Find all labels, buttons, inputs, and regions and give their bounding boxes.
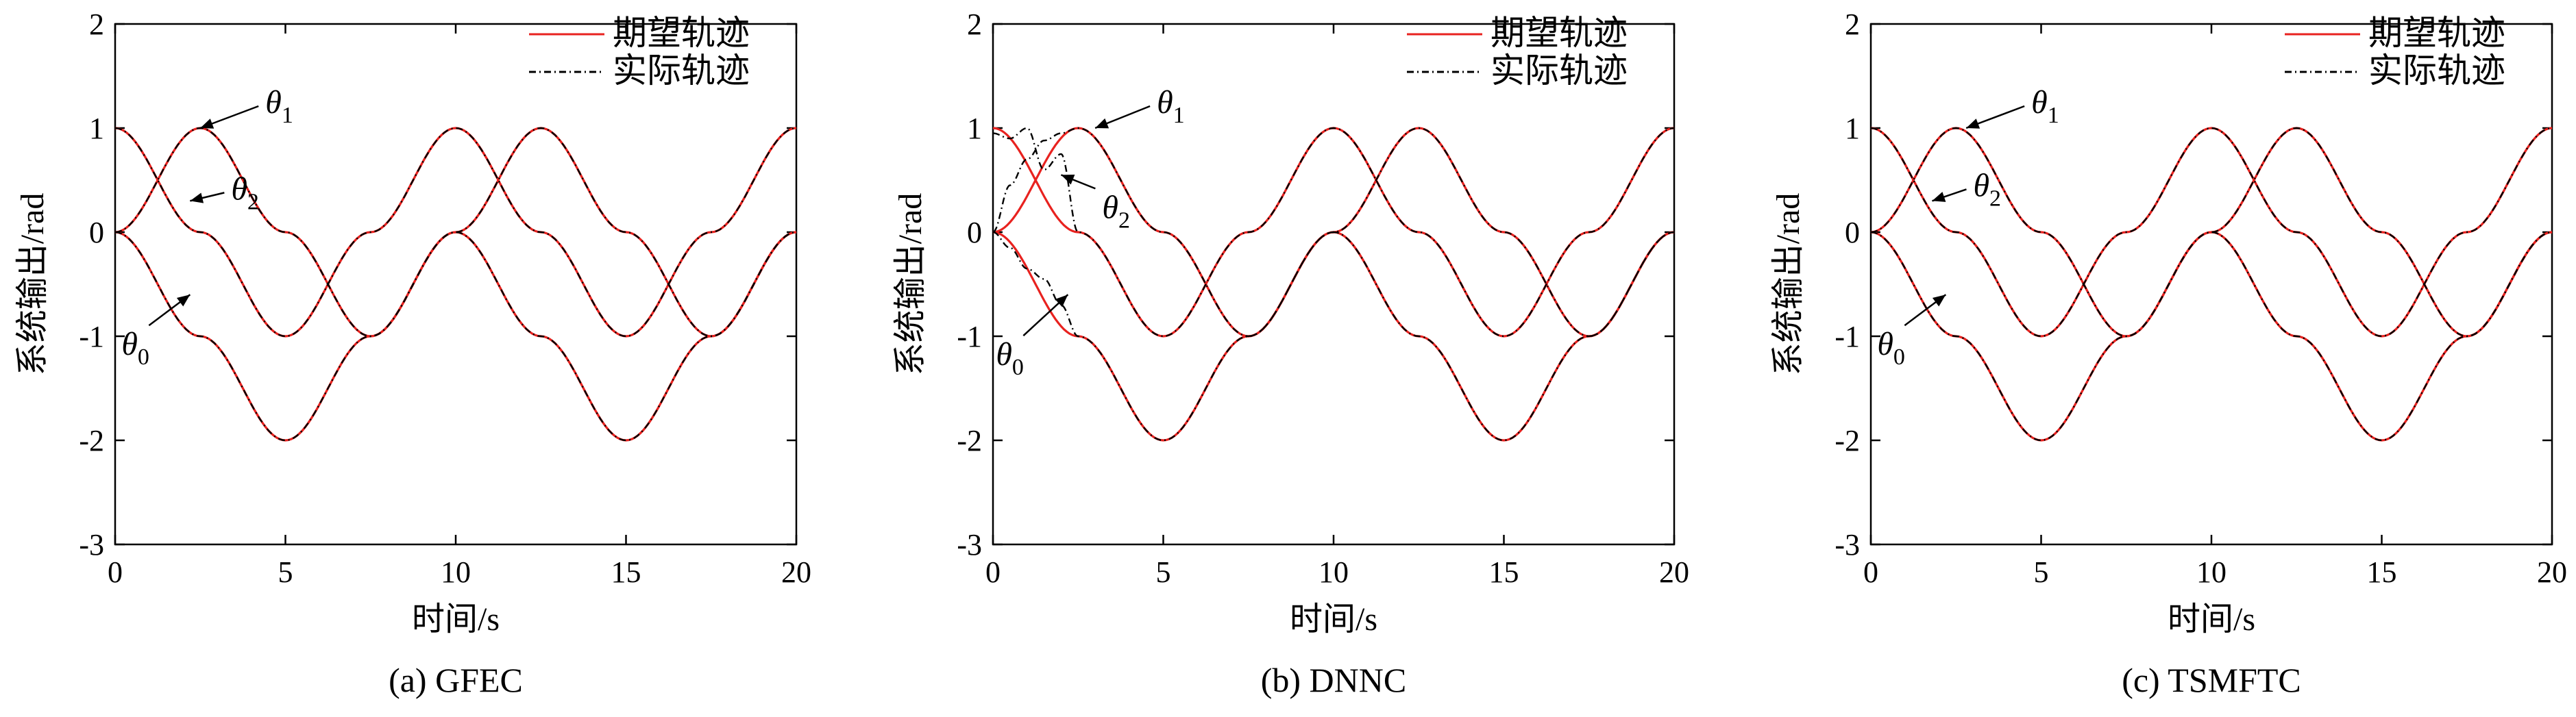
annotation-arrow-head bbox=[1932, 192, 1946, 202]
annotation-theta1: θ1 bbox=[199, 84, 293, 129]
annotation-arrow-head bbox=[1095, 118, 1109, 129]
series-2-theta1-line bbox=[992, 127, 1675, 338]
annotation-label: θ0 bbox=[121, 326, 149, 370]
annotation-label: θ2 bbox=[1102, 189, 1130, 233]
legend-label-1: 期望轨迹 bbox=[2368, 14, 2505, 52]
axes-frame bbox=[992, 23, 1676, 546]
annotation-label: θ1 bbox=[1157, 84, 1185, 128]
x-tick-label: 10 bbox=[1318, 555, 1349, 589]
x-tick-label: 15 bbox=[611, 555, 641, 589]
annotation-theta2: θ2 bbox=[1932, 167, 2001, 211]
series-2-theta0-line bbox=[1870, 231, 2553, 442]
annotation-arrow-head bbox=[190, 192, 204, 203]
annotation-arrow-head bbox=[1966, 118, 1980, 129]
x-tick-label: 10 bbox=[441, 555, 471, 589]
y-tick-label: 2 bbox=[89, 8, 104, 41]
annotation-arrow-head bbox=[1061, 175, 1075, 185]
annotation-label: θ2 bbox=[231, 171, 259, 214]
x-axis-label: 时间/s bbox=[2168, 601, 2255, 638]
panel-caption: (a) GFEC bbox=[389, 661, 523, 699]
series-1-theta0-line bbox=[114, 231, 797, 442]
y-tick-label: -1 bbox=[1835, 320, 1860, 353]
series-1-theta1-line bbox=[1870, 127, 2553, 338]
y-tick-label: -3 bbox=[1835, 528, 1860, 562]
annotation-theta0: θ0 bbox=[996, 294, 1069, 380]
annotation-arrow-head bbox=[1055, 294, 1068, 307]
y-axis-label: 系统输出/rad bbox=[14, 193, 51, 376]
annotation-theta2: θ2 bbox=[190, 171, 259, 214]
legend-label-2: 实际轨迹 bbox=[2368, 51, 2505, 90]
x-axis-label: 时间/s bbox=[1290, 601, 1377, 638]
legend-label-1: 期望轨迹 bbox=[613, 14, 750, 52]
y-tick-label: 0 bbox=[967, 216, 982, 249]
y-tick-label: -3 bbox=[957, 528, 982, 562]
axes-frame bbox=[114, 23, 798, 546]
legend-label-2: 实际轨迹 bbox=[1491, 51, 1628, 90]
y-axis-label: 系统输出/rad bbox=[1770, 193, 1806, 376]
series-2-theta0-line bbox=[992, 231, 1675, 442]
y-tick-label: 0 bbox=[1845, 216, 1860, 249]
series-2-theta2-line bbox=[114, 127, 797, 338]
panel-caption: (b) DNNC bbox=[1261, 661, 1406, 699]
annotation-theta1: θ1 bbox=[1965, 84, 2059, 129]
x-tick-label: 0 bbox=[1863, 555, 1878, 589]
annotation-theta1: θ1 bbox=[1094, 84, 1185, 129]
series-1-theta0-line bbox=[1870, 231, 2553, 442]
series-2-theta2-line bbox=[1870, 127, 2553, 338]
y-tick-label: 1 bbox=[89, 112, 104, 145]
y-tick-label: 2 bbox=[1845, 8, 1860, 41]
legend-label-1: 期望轨迹 bbox=[1491, 14, 1628, 52]
series-1-theta0-line bbox=[992, 231, 1675, 442]
annotation-label: θ1 bbox=[2031, 84, 2059, 128]
y-tick-label: 2 bbox=[967, 8, 982, 41]
annotation-label: θ2 bbox=[1973, 167, 2001, 211]
y-tick-label: -2 bbox=[1835, 424, 1860, 457]
x-tick-label: 0 bbox=[108, 555, 123, 589]
y-tick-label: 1 bbox=[1845, 112, 1860, 145]
annotation-label: θ1 bbox=[265, 84, 293, 128]
y-tick-label: -1 bbox=[957, 320, 982, 353]
legend-label-2: 实际轨迹 bbox=[613, 51, 750, 90]
annotation-theta0: θ0 bbox=[121, 294, 191, 370]
x-tick-label: 20 bbox=[1659, 555, 1689, 589]
x-tick-label: 5 bbox=[2034, 555, 2049, 589]
annotation-arrow-head bbox=[200, 118, 214, 129]
annotation-label: θ0 bbox=[996, 336, 1024, 380]
x-tick-label: 5 bbox=[278, 555, 293, 589]
x-tick-label: 15 bbox=[2367, 555, 2397, 589]
series-2-theta0-line bbox=[114, 231, 797, 442]
annotation-arrow-head bbox=[1932, 294, 1946, 307]
series-1-theta1-line bbox=[114, 127, 797, 338]
annotation-label: θ0 bbox=[1877, 326, 1905, 370]
x-axis-label: 时间/s bbox=[412, 601, 500, 638]
annotation-arrow-head bbox=[176, 294, 191, 307]
x-tick-label: 20 bbox=[781, 555, 811, 589]
series-2-theta1-line bbox=[1870, 127, 2553, 338]
series-2-theta1-line bbox=[114, 127, 797, 338]
x-tick-label: 10 bbox=[2196, 555, 2227, 589]
y-tick-label: -1 bbox=[79, 320, 104, 353]
axes-frame bbox=[1869, 23, 2553, 546]
x-tick-label: 5 bbox=[1156, 555, 1171, 589]
panel-caption: (c) TSMFTC bbox=[2122, 661, 2301, 699]
y-tick-label: 1 bbox=[967, 112, 982, 145]
y-tick-label: -2 bbox=[79, 424, 104, 457]
x-tick-label: 20 bbox=[2537, 555, 2567, 589]
x-tick-label: 15 bbox=[1489, 555, 1519, 589]
annotation-theta0: θ0 bbox=[1877, 294, 1947, 370]
annotation-theta2: θ2 bbox=[1060, 174, 1130, 233]
y-tick-label: 0 bbox=[89, 216, 104, 249]
y-tick-label: -2 bbox=[957, 424, 982, 457]
x-tick-label: 0 bbox=[985, 555, 1001, 589]
y-tick-label: -3 bbox=[79, 528, 104, 562]
y-axis-label: 系统输出/rad bbox=[892, 193, 929, 376]
